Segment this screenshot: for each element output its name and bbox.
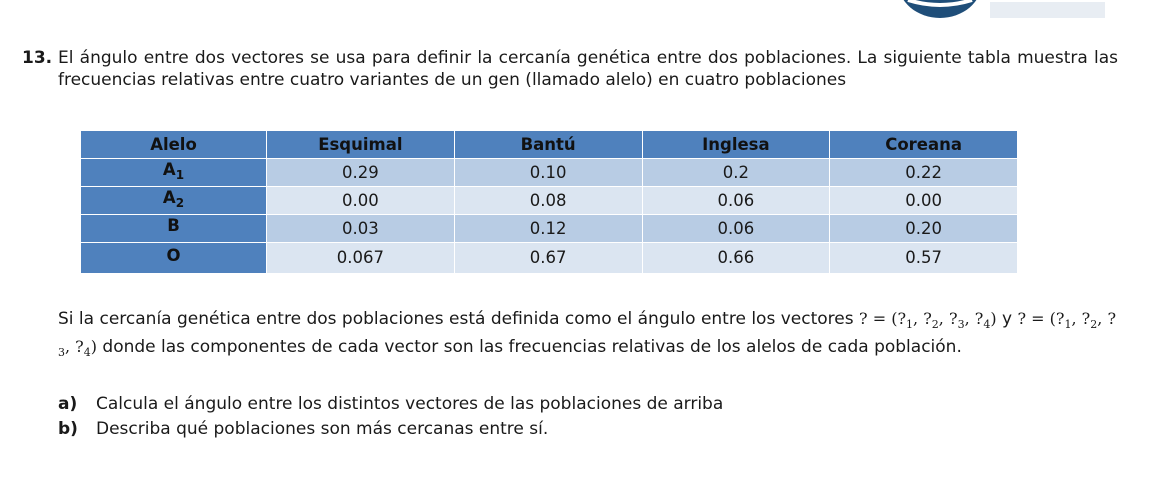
item-text: Calcula el ángulo entre los distintos ve… xyxy=(96,394,724,414)
allele-cell: B xyxy=(80,214,267,243)
table-cell: 0.29 xyxy=(266,158,455,187)
table-cell: 0.08 xyxy=(453,186,643,215)
table-row: O 0.067 0.67 0.66 0.57 xyxy=(80,242,1018,274)
item-letter: a) xyxy=(58,394,78,414)
table-row: A1 0.29 0.10 0.2 0.22 xyxy=(80,158,1018,187)
header-cell: Inglesa xyxy=(641,130,831,159)
table-cell: 0.03 xyxy=(266,214,455,243)
table-cell: 0.06 xyxy=(641,214,831,243)
header-cell: Esquimal xyxy=(266,130,455,159)
table-cell: 0.20 xyxy=(829,214,1018,243)
table-row: B 0.03 0.12 0.06 0.20 xyxy=(80,214,1018,243)
item-text: Describa qué poblaciones son más cercana… xyxy=(96,419,549,439)
table-header-row: Alelo Esquimal Bantú Inglesa Coreana xyxy=(80,130,1018,159)
table-row: A2 0.00 0.08 0.06 0.00 xyxy=(80,186,1018,215)
list-item: a) Calcula el ángulo entre los distintos… xyxy=(58,392,723,417)
question-text: El ángulo entre dos vectores se usa para… xyxy=(58,48,1118,90)
header-cell: Coreana xyxy=(829,130,1018,159)
vector-v: ? = (?1, ?2, ?3, ?4) xyxy=(58,309,1117,360)
task-list: a) Calcula el ángulo entre los distintos… xyxy=(58,392,723,442)
table-cell: 0.12 xyxy=(453,214,643,243)
table-cell: 0.06 xyxy=(641,186,831,215)
vector-u: ? = (?1, ?2, ?3, ?4) xyxy=(859,309,997,332)
allele-cell: O xyxy=(80,242,267,274)
definition-paragraph: Si la cercanía genética entre dos poblac… xyxy=(58,309,1117,360)
table-cell: 0.2 xyxy=(641,158,831,187)
table-cell: 0.00 xyxy=(266,186,455,215)
item-letter: b) xyxy=(58,419,78,439)
logo-icon xyxy=(890,0,1110,22)
table-cell: 0.66 xyxy=(641,242,831,274)
list-item: b) Describa qué poblaciones son más cerc… xyxy=(58,417,723,442)
question-number: 13. xyxy=(22,48,53,68)
header-cell: Alelo xyxy=(80,130,267,159)
table-cell: 0.22 xyxy=(829,158,1018,187)
table-cell: 0.067 xyxy=(266,242,455,274)
table-cell: 0.67 xyxy=(453,242,643,274)
frequency-table: Alelo Esquimal Bantú Inglesa Coreana A1 … xyxy=(80,130,1018,274)
header-cell: Bantú xyxy=(453,130,643,159)
table-cell: 0.10 xyxy=(453,158,643,187)
allele-cell: A2 xyxy=(80,186,267,215)
allele-cell: A1 xyxy=(80,158,267,187)
question-statement: 13. El ángulo entre dos vectores se usa … xyxy=(22,47,1118,91)
table-cell: 0.57 xyxy=(829,242,1018,274)
table-cell: 0.00 xyxy=(829,186,1018,215)
